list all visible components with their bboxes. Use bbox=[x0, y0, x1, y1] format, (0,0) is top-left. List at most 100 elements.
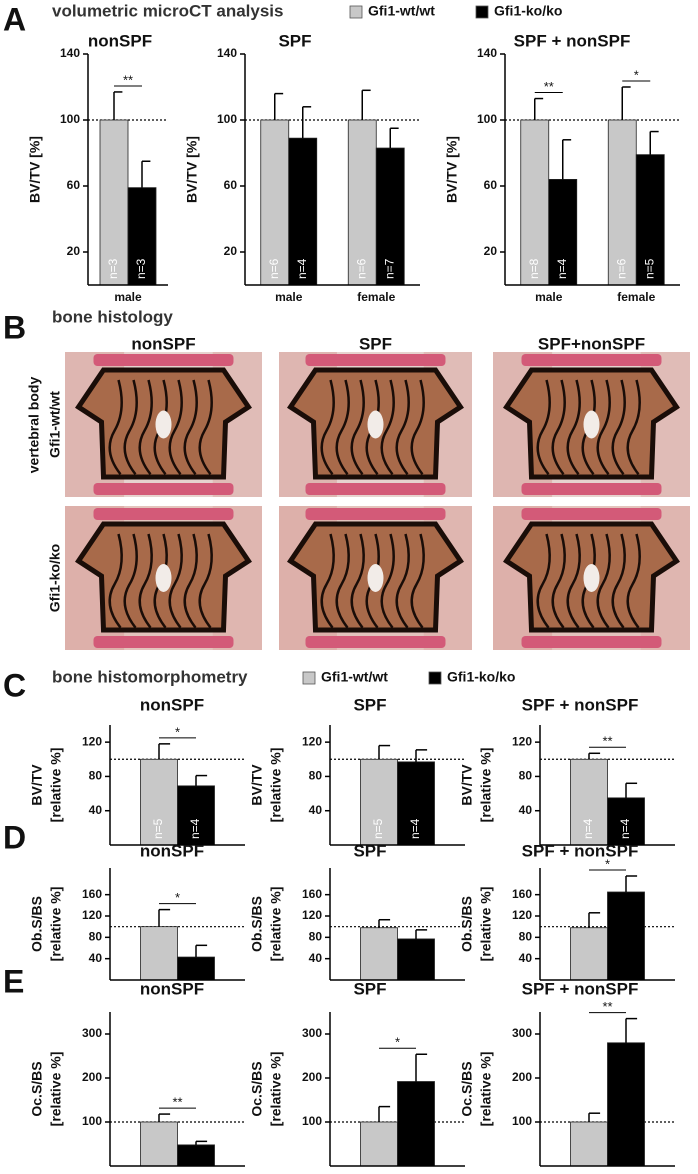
panel-title: bone histology bbox=[52, 307, 173, 326]
trabecula bbox=[626, 533, 641, 629]
y-tick-label: 20 bbox=[67, 244, 81, 258]
trabecula bbox=[611, 379, 626, 476]
marrow bbox=[367, 564, 384, 592]
y-tick-label: 300 bbox=[82, 1026, 102, 1040]
n-label: n=7 bbox=[382, 258, 396, 279]
y-axis-label: [relative %] bbox=[478, 748, 494, 823]
n-label: n=3 bbox=[106, 258, 120, 279]
trabecula bbox=[198, 533, 213, 629]
y-tick-label: 300 bbox=[302, 1026, 322, 1040]
y-axis-label: Ob.S/BS bbox=[29, 896, 45, 952]
marrow bbox=[155, 564, 172, 592]
column-title: nonSPF bbox=[131, 334, 195, 353]
y-tick-label: 80 bbox=[519, 930, 533, 944]
y-axis-label: Ob.S/BS bbox=[459, 896, 475, 952]
y-tick-label: 40 bbox=[309, 803, 323, 817]
significance-label: * bbox=[634, 67, 639, 82]
x-tick-label: female bbox=[617, 290, 655, 304]
legend-swatch bbox=[475, 5, 489, 19]
trabecula bbox=[380, 379, 395, 476]
y-axis-label: [relative %] bbox=[268, 748, 284, 823]
significance-label: ** bbox=[544, 79, 554, 94]
n-label: n=4 bbox=[581, 818, 595, 839]
growth-plate bbox=[305, 636, 446, 648]
growth-plate bbox=[521, 508, 662, 520]
trabecula bbox=[596, 533, 611, 629]
bar bbox=[635, 154, 665, 286]
n-label: n=6 bbox=[614, 258, 628, 279]
chart-title: nonSPF bbox=[88, 31, 152, 50]
growth-plate bbox=[521, 354, 662, 366]
bar bbox=[177, 1144, 215, 1167]
y-tick-label: 160 bbox=[512, 887, 532, 901]
y-axis-label: Oc.S/BS bbox=[29, 1061, 45, 1116]
n-label: n=5 bbox=[371, 818, 385, 839]
n-label: n=4 bbox=[295, 258, 309, 279]
y-axis-label: Ob.S/BS bbox=[249, 896, 265, 952]
y-axis-label: BV/TV [%] bbox=[27, 136, 43, 203]
bar bbox=[607, 797, 645, 846]
trabecula bbox=[335, 533, 350, 629]
chart-title: SPF + nonSPF bbox=[522, 841, 639, 860]
marrow bbox=[583, 564, 600, 592]
bar bbox=[177, 956, 215, 981]
bar bbox=[397, 1081, 435, 1167]
significance-label: ** bbox=[602, 734, 612, 749]
growth-plate bbox=[521, 483, 662, 495]
trabecula bbox=[536, 379, 551, 476]
trabecula bbox=[395, 533, 410, 629]
bar bbox=[520, 119, 550, 286]
column-title: SPF+nonSPF bbox=[538, 334, 645, 353]
trabecula bbox=[551, 533, 566, 629]
y-tick-label: 100 bbox=[512, 1114, 532, 1128]
bar bbox=[360, 1121, 398, 1167]
y-tick-label: 160 bbox=[82, 887, 102, 901]
trabecula bbox=[320, 533, 335, 629]
chart-title: SPF bbox=[353, 695, 386, 714]
panel-title: volumetric microCT analysis bbox=[52, 1, 283, 20]
marrow bbox=[155, 410, 172, 439]
trabecula bbox=[380, 533, 395, 629]
trabecula bbox=[395, 379, 410, 476]
y-tick-label: 200 bbox=[512, 1070, 532, 1084]
panel-letter: A bbox=[3, 1, 26, 37]
chart-title: SPF bbox=[353, 841, 386, 860]
y-tick-label: 20 bbox=[224, 244, 238, 258]
trabecula bbox=[536, 533, 551, 629]
trabecula bbox=[168, 379, 183, 476]
bar bbox=[360, 927, 398, 981]
growth-plate bbox=[93, 636, 234, 648]
bar bbox=[607, 891, 645, 981]
y-tick-label: 120 bbox=[302, 734, 322, 748]
y-tick-label: 120 bbox=[302, 908, 322, 922]
legend-label: Gfi1-wt/wt bbox=[368, 3, 435, 19]
y-axis-label: [relative %] bbox=[268, 887, 284, 962]
y-axis-label: [relative %] bbox=[268, 1052, 284, 1127]
growth-plate bbox=[305, 483, 446, 495]
y-axis-label: BV/TV bbox=[29, 764, 45, 806]
y-tick-label: 40 bbox=[89, 951, 103, 965]
y-tick-label: 60 bbox=[484, 178, 498, 192]
marrow bbox=[367, 410, 384, 439]
trabecula bbox=[108, 379, 123, 476]
bar bbox=[127, 187, 157, 286]
bar bbox=[140, 926, 178, 981]
bar bbox=[177, 785, 215, 846]
trabecula bbox=[551, 379, 566, 476]
trabecula bbox=[596, 379, 611, 476]
n-label: n=5 bbox=[151, 818, 165, 839]
trabecula bbox=[320, 379, 335, 476]
trabecula bbox=[183, 379, 198, 476]
growth-plate bbox=[305, 508, 446, 520]
panel-title: bone histomorphometry bbox=[52, 667, 248, 686]
y-tick-label: 100 bbox=[60, 112, 80, 126]
chart-title: SPF bbox=[278, 31, 311, 50]
trabecula bbox=[566, 533, 581, 629]
y-axis-label: [relative %] bbox=[478, 887, 494, 962]
trabecula bbox=[168, 533, 183, 629]
panel-letter: E bbox=[3, 963, 24, 999]
trabecula bbox=[198, 379, 213, 476]
legend-label: Gfi1-ko/ko bbox=[494, 3, 562, 19]
x-tick-label: male bbox=[114, 290, 142, 304]
